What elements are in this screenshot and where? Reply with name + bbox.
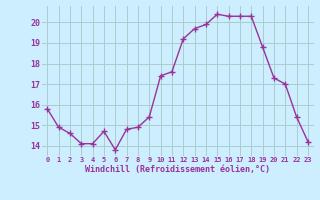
X-axis label: Windchill (Refroidissement éolien,°C): Windchill (Refroidissement éolien,°C) (85, 165, 270, 174)
